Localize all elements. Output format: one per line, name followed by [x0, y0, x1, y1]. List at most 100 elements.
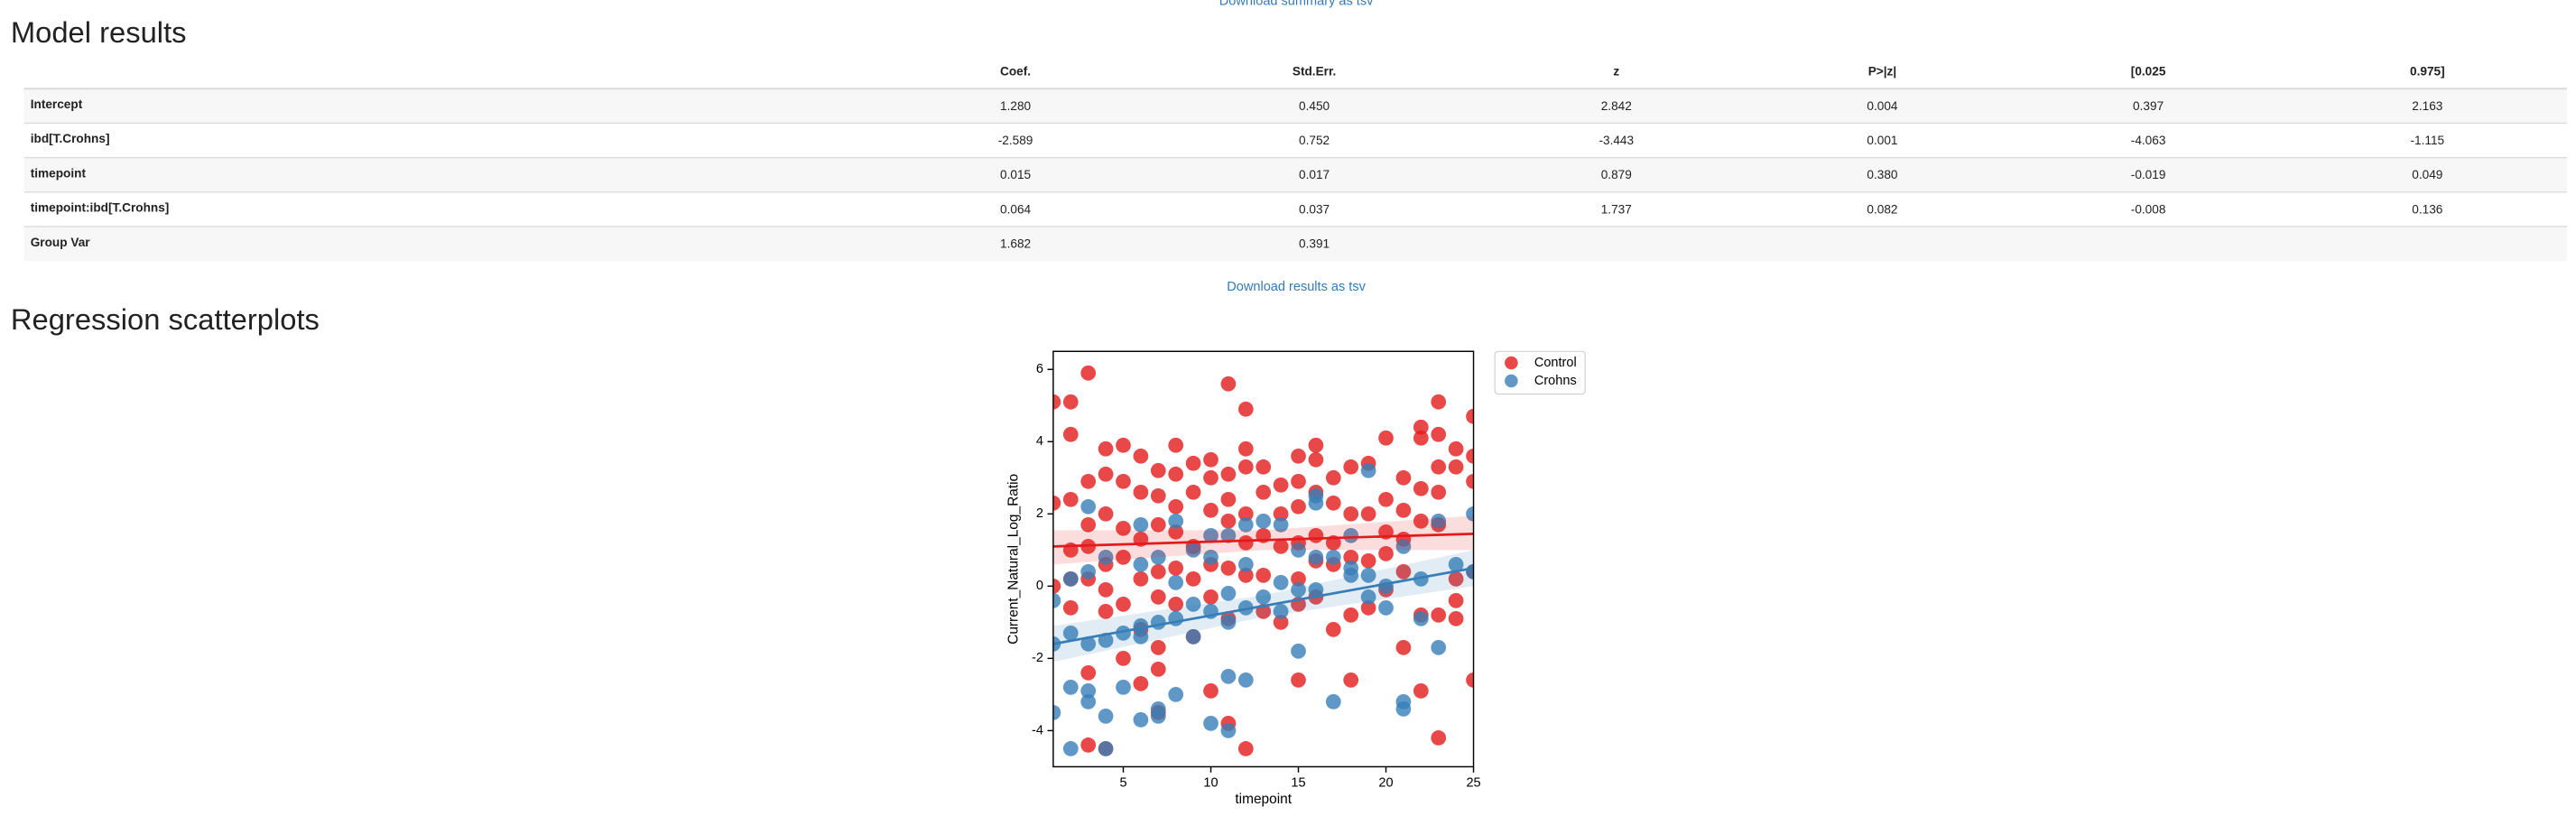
- point: [1256, 589, 1272, 605]
- table-cell: -4.063: [2131, 134, 2166, 147]
- point: [1220, 669, 1237, 684]
- table-cell: -1.115: [2411, 134, 2445, 147]
- table-cell: 1.682: [1000, 237, 1031, 251]
- point: [1325, 622, 1341, 637]
- point: [1431, 394, 1447, 410]
- point: [1273, 538, 1289, 554]
- point: [1185, 455, 1201, 471]
- table-cell: -0.008: [2131, 202, 2166, 216]
- legend-marker: [1505, 374, 1518, 388]
- point: [1098, 633, 1114, 648]
- point: [1133, 629, 1149, 644]
- row-label: Group Var: [31, 236, 91, 249]
- point: [1360, 567, 1376, 583]
- point: [1413, 419, 1429, 435]
- point: [1237, 505, 1254, 522]
- point: [1308, 437, 1324, 453]
- point: [1343, 567, 1359, 583]
- point: [1168, 437, 1184, 453]
- point: [1116, 520, 1131, 536]
- point: [1237, 440, 1254, 457]
- point: [1325, 469, 1341, 486]
- point: [1220, 723, 1237, 738]
- table-cell: 0.380: [1867, 168, 1898, 181]
- point: [1052, 705, 1061, 720]
- table-row: [23, 123, 2567, 158]
- y-tick-label: -2: [1032, 651, 1043, 665]
- point: [1273, 603, 1289, 619]
- point: [1343, 527, 1359, 543]
- point: [1168, 560, 1184, 576]
- download-results-link[interactable]: Download results as tsv: [1227, 280, 1366, 294]
- point: [1150, 662, 1166, 677]
- y-tick-label: -4: [1032, 723, 1043, 737]
- point: [1150, 589, 1166, 605]
- regression-line: [1052, 532, 1474, 548]
- point: [1273, 477, 1289, 493]
- row-label: ibd[T.Crohns]: [31, 132, 110, 145]
- point: [1360, 589, 1376, 605]
- point: [1220, 513, 1237, 529]
- point: [1343, 607, 1359, 623]
- section-heading: Regression scatterplots: [11, 302, 320, 336]
- point: [1220, 585, 1237, 601]
- point: [1291, 581, 1306, 598]
- table-cell: 0.001: [1867, 134, 1897, 147]
- point: [1116, 437, 1131, 453]
- point: [1395, 640, 1412, 655]
- point: [1080, 516, 1097, 533]
- point: [1116, 680, 1131, 695]
- point: [1291, 542, 1306, 558]
- point: [1431, 459, 1447, 475]
- point: [1062, 570, 1079, 587]
- point: [1237, 672, 1254, 688]
- point: [1168, 524, 1184, 540]
- download-summary-link[interactable]: Download summary as tsv: [1219, 0, 1374, 9]
- point: [1062, 741, 1079, 756]
- point: [1080, 665, 1097, 681]
- point: [1098, 709, 1114, 724]
- table-cell: 0.017: [1299, 168, 1330, 181]
- x-tick-label: 20: [1378, 775, 1393, 790]
- point: [1080, 498, 1097, 515]
- point: [1466, 473, 1474, 489]
- point: [1291, 644, 1306, 659]
- point: [1203, 451, 1219, 468]
- table-row: [23, 157, 2567, 192]
- point: [1080, 683, 1097, 699]
- scatterplot: 5 10 15 20 25 -4 -2 0 2 4 6 timepoint Current_Natura…: [1005, 350, 1586, 807]
- point: [1220, 615, 1237, 630]
- results-table: Intercept 1.280 0.450 2.842 0.004 0.397 2.163 i…: [23, 65, 2567, 262]
- point: [1237, 534, 1254, 551]
- point: [1220, 560, 1237, 576]
- point: [1273, 516, 1289, 533]
- point: [1291, 672, 1306, 688]
- point: [1062, 426, 1079, 442]
- row-label: timepoint: [31, 166, 87, 180]
- axes-frame: [1052, 350, 1475, 768]
- x-tick-label: 15: [1291, 775, 1305, 790]
- point: [1413, 513, 1429, 529]
- point: [1150, 549, 1166, 565]
- point: [1431, 426, 1447, 442]
- column-header: Coef.: [1000, 65, 1031, 79]
- legend-label: Control: [1534, 356, 1577, 370]
- point: [1080, 473, 1097, 489]
- point: [1116, 626, 1131, 641]
- point: [1150, 640, 1166, 655]
- table-cell: -2.589: [998, 134, 1033, 147]
- point: [1203, 683, 1219, 699]
- y-axis-label: Current_Natural_Log_Ratio: [1005, 474, 1021, 644]
- point: [1220, 376, 1237, 392]
- point: [1062, 599, 1079, 616]
- table-cell: 2.842: [1601, 99, 1632, 113]
- point: [1308, 495, 1324, 511]
- point: [1133, 448, 1149, 464]
- point: [1220, 491, 1237, 507]
- row-label: Intercept: [31, 97, 83, 111]
- y-tick-label: 6: [1036, 362, 1043, 376]
- table-row: [23, 191, 2567, 227]
- table-cell: 1.280: [1000, 99, 1032, 113]
- column-header: z: [1613, 65, 1619, 79]
- x-axis-label: timepoint: [1235, 792, 1292, 807]
